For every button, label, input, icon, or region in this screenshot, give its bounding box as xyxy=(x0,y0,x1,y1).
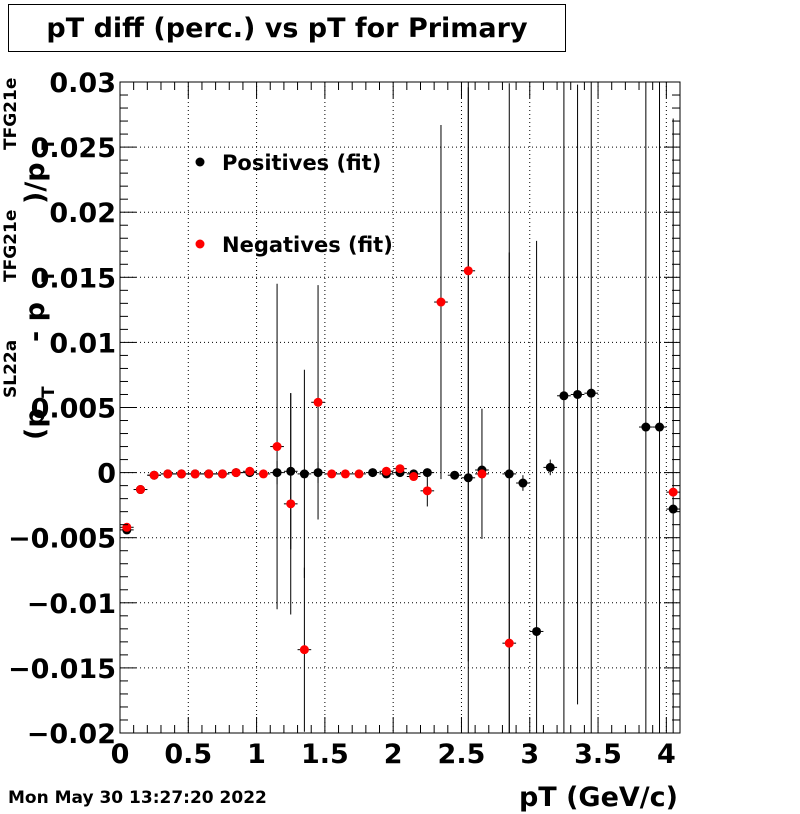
tick-labels: 0 0.5 1 1.5 2 2.5 3 3.5 4 −0.02 −0.015 −0.01 −0.005 0… xyxy=(8,68,676,770)
data-point-positives xyxy=(504,469,514,479)
data-point-negatives xyxy=(231,468,241,478)
data-point-negatives xyxy=(381,466,391,476)
data-point-negatives xyxy=(258,469,268,479)
data-point-negatives xyxy=(272,442,282,452)
data-point-negatives xyxy=(204,469,214,479)
data-point-negatives xyxy=(245,466,255,476)
legend-marker-positives xyxy=(195,157,205,167)
y-axis-title-sup2: TFG21e xyxy=(1,210,21,282)
y-tick-label: 0.01 xyxy=(49,328,116,359)
data-point-negatives xyxy=(477,469,487,479)
y-axis-title-sup1: SL22a xyxy=(1,340,21,398)
data-point-negatives xyxy=(395,464,405,474)
data-point-negatives xyxy=(122,522,132,532)
y-tick-label: 0.03 xyxy=(49,68,116,99)
y-tick-label: −0.01 xyxy=(27,589,116,620)
data-point-positives xyxy=(559,391,569,401)
y-tick-label: 0.025 xyxy=(31,133,116,164)
data-point-negatives xyxy=(135,485,145,495)
data-point-negatives xyxy=(163,469,173,479)
x-tick-label: 3 xyxy=(520,739,539,770)
data-point-positives xyxy=(668,504,678,514)
data-point-negatives xyxy=(340,469,350,479)
y-axis-title-close: )/p xyxy=(20,162,51,204)
y-tick-label: −0.005 xyxy=(8,524,116,555)
data-point-positives xyxy=(586,388,596,398)
y-axis-title-sub2: T xyxy=(39,270,59,282)
y-tick-label: 0 xyxy=(97,459,116,490)
chart-title: pT diff (perc.) vs pT for Primary xyxy=(8,4,566,52)
x-tick-label: 1 xyxy=(247,739,266,770)
data-point-negatives xyxy=(176,469,186,479)
x-tick-label: 2.5 xyxy=(438,739,486,770)
x-tick-label: 2 xyxy=(384,739,403,770)
data-point-positives xyxy=(655,422,665,432)
data-point-negatives xyxy=(463,266,473,276)
x-tick-label: 1.5 xyxy=(301,739,349,770)
y-axis-title-sub1: T xyxy=(39,386,59,398)
data-point-positives xyxy=(272,468,282,478)
data-point-positives xyxy=(450,470,460,480)
data-point-positives xyxy=(532,626,542,636)
x-axis-title: pT (GeV/c) xyxy=(519,782,678,813)
data-point-negatives xyxy=(313,397,323,407)
data-point-negatives xyxy=(436,297,446,307)
data-point-positives xyxy=(463,473,473,483)
timestamp: Mon May 30 13:27:20 2022 xyxy=(8,788,267,808)
y-tick-label: −0.02 xyxy=(27,719,116,750)
data-point-positives xyxy=(518,478,528,488)
x-tick-label: 0 xyxy=(111,739,130,770)
data-point-positives xyxy=(313,468,323,478)
data-point-positives xyxy=(422,468,432,478)
data-point-negatives xyxy=(504,638,514,648)
x-tick-label: 4 xyxy=(657,739,676,770)
y-axis-title: (p T SL22a - p T TFG21e )/p T TFG21e xyxy=(1,78,59,440)
data-point-negatives xyxy=(422,486,432,496)
data-point-positives xyxy=(641,422,651,432)
y-tick-label: 0.015 xyxy=(31,263,116,294)
data-point-negatives xyxy=(190,469,200,479)
y-axis-title-minus: - p xyxy=(20,302,51,342)
y-tick-label: 0.02 xyxy=(49,198,116,229)
data-points xyxy=(122,266,678,655)
legend: Positives (fit) Negatives (fit) xyxy=(195,151,393,257)
data-point-negatives xyxy=(327,469,337,479)
x-tick-label: 0.5 xyxy=(164,739,212,770)
data-point-positives xyxy=(299,469,309,479)
data-point-positives xyxy=(545,462,555,472)
axis-ticks xyxy=(119,81,680,734)
y-axis-title-open: (p xyxy=(20,408,51,440)
y-axis-title-sup3: TFG21e xyxy=(1,78,21,150)
data-point-positives xyxy=(286,466,296,476)
legend-label-positives: Positives (fit) xyxy=(222,151,381,175)
y-axis-title-sub3: T xyxy=(39,138,59,150)
grid-lines xyxy=(120,82,680,733)
data-point-negatives xyxy=(149,470,159,480)
data-point-positives xyxy=(573,389,583,399)
data-point-negatives xyxy=(286,499,296,509)
data-point-positives xyxy=(368,468,378,478)
data-point-negatives xyxy=(299,645,309,655)
data-point-negatives xyxy=(409,472,419,482)
y-tick-label: 0.005 xyxy=(31,394,116,425)
data-point-negatives xyxy=(217,469,227,479)
legend-label-negatives: Negatives (fit) xyxy=(222,233,393,257)
x-tick-label: 3.5 xyxy=(574,739,622,770)
data-point-negatives xyxy=(354,469,364,479)
legend-marker-negatives xyxy=(195,239,205,249)
y-tick-label: −0.015 xyxy=(8,654,116,685)
data-point-negatives xyxy=(668,487,678,497)
